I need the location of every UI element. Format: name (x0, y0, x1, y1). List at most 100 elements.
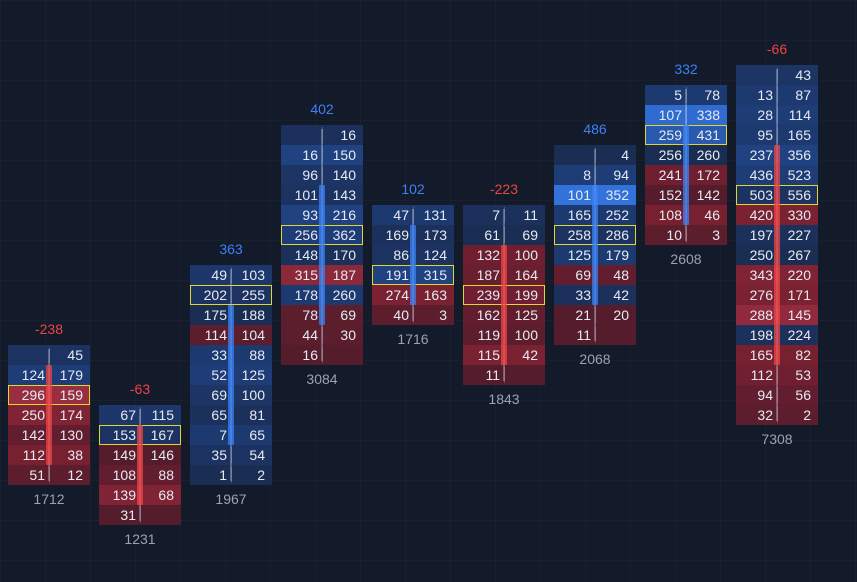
ask-volume: 81 (249, 407, 265, 423)
bid-volume: 101 (294, 187, 318, 203)
price-level-row: 4 (554, 145, 636, 165)
ask-volume: 556 (787, 187, 811, 203)
price-level-row: 28 114 (736, 105, 818, 125)
ask-volume: 255 (241, 287, 265, 303)
ask-volume: 3 (439, 307, 447, 323)
candle-body (683, 125, 689, 225)
bid-volume: 96 (302, 167, 318, 183)
ask-volume: 48 (613, 267, 629, 283)
bid-volume: 78 (302, 307, 318, 323)
ask-volume: 199 (514, 287, 538, 303)
volume-total-label: 1712 (33, 491, 65, 507)
ask-volume: 16 (340, 127, 356, 143)
bid-volume: 259 (658, 127, 682, 143)
ask-volume: 167 (150, 427, 174, 443)
bid-volume: 8 (583, 167, 591, 183)
ask-volume: 115 (151, 407, 174, 423)
bid-volume: 52 (211, 367, 227, 383)
row-divider (231, 447, 232, 463)
price-level-row: 142 130 (8, 425, 90, 445)
candle-body (774, 145, 780, 365)
bid-volume: 44 (302, 327, 318, 343)
ask-volume: 173 (423, 227, 447, 243)
bid-volume: 237 (749, 147, 773, 163)
bid-volume: 47 (393, 207, 409, 223)
row-divider (777, 87, 778, 103)
ask-volume: 159 (59, 387, 83, 403)
bid-volume: 239 (476, 287, 500, 303)
bid-volume: 343 (749, 267, 773, 283)
candle-body (137, 425, 143, 505)
price-level-row: 45 (8, 345, 90, 365)
bid-volume: 125 (567, 247, 591, 263)
bid-volume: 49 (211, 267, 227, 283)
candle-body (46, 365, 52, 465)
bid-volume: 69 (575, 267, 591, 283)
bid-volume: 16 (302, 347, 318, 363)
volume-total-label: 2068 (579, 351, 611, 367)
row-divider (140, 407, 141, 423)
row-divider (322, 127, 323, 143)
bid-volume: 148 (294, 247, 318, 263)
ask-volume: 187 (332, 267, 356, 283)
row-divider (504, 367, 505, 383)
row-divider (49, 347, 50, 363)
bid-volume: 95 (757, 127, 773, 143)
ask-volume: 53 (795, 367, 811, 383)
ask-volume: 45 (67, 347, 83, 363)
row-divider (231, 467, 232, 483)
bid-volume: 115 (477, 347, 500, 363)
price-level-row: 13 87 (736, 85, 818, 105)
bid-volume: 142 (21, 427, 45, 443)
bid-volume: 112 (750, 367, 773, 383)
bid-volume: 107 (658, 107, 682, 123)
price-level-row: 44 30 (281, 325, 363, 345)
row-divider (322, 327, 323, 343)
bid-volume: 108 (112, 467, 136, 483)
footprint-bar: -238 45 124 179 296 159 250 174 142 130 112 38 51 12 1… (8, 321, 90, 507)
ask-volume: 179 (605, 247, 629, 263)
bid-volume: 165 (749, 347, 773, 363)
ask-volume: 431 (696, 127, 720, 143)
ask-volume: 174 (59, 407, 83, 423)
price-level-row: 101 352 (554, 185, 636, 205)
ask-volume: 4 (621, 147, 629, 163)
ask-volume: 125 (514, 307, 538, 323)
price-level-row: 197 227 (736, 225, 818, 245)
ask-volume: 2 (803, 407, 811, 423)
row-divider (413, 207, 414, 223)
row-divider (686, 227, 687, 243)
volume-total-label: 7308 (761, 431, 793, 447)
ask-volume: 104 (241, 327, 265, 343)
candle-body (592, 185, 598, 305)
price-level-row: 16 (281, 345, 363, 365)
footprint-bar: 332 5 78 107 338 259 431 256 260 241 172 152 142 108 4… (645, 61, 727, 267)
bid-volume: 10 (666, 227, 682, 243)
candle-body (319, 185, 325, 325)
ask-volume: 20 (613, 307, 629, 323)
price-level-row: 101 143 (281, 185, 363, 205)
volume-total-label: 1843 (488, 391, 520, 407)
ask-volume: 124 (423, 247, 447, 263)
ask-volume: 216 (332, 207, 356, 223)
price-level-row: 61 69 (463, 225, 545, 245)
delta-label: -238 (34, 321, 64, 337)
bid-volume: 65 (211, 407, 227, 423)
bid-volume: 241 (658, 167, 682, 183)
bid-volume: 40 (393, 307, 409, 323)
bid-volume: 256 (658, 147, 682, 163)
ask-volume: 260 (696, 147, 720, 163)
ask-volume: 146 (150, 447, 174, 463)
delta-label: 363 (219, 241, 243, 257)
ask-volume: 30 (340, 327, 356, 343)
footprint-bar: 402 16 16 150 96 140 101 143 93 216 256 362 148 170 31… (281, 101, 363, 387)
ask-volume: 43 (795, 67, 811, 83)
bid-volume: 178 (294, 287, 318, 303)
delta-label: -66 (766, 41, 788, 57)
bid-volume: 153 (112, 427, 136, 443)
ask-volume: 11 (523, 207, 538, 223)
price-level-row: 40 3 (372, 305, 454, 325)
bid-volume: 16 (302, 147, 318, 163)
bid-volume: 31 (120, 507, 136, 523)
